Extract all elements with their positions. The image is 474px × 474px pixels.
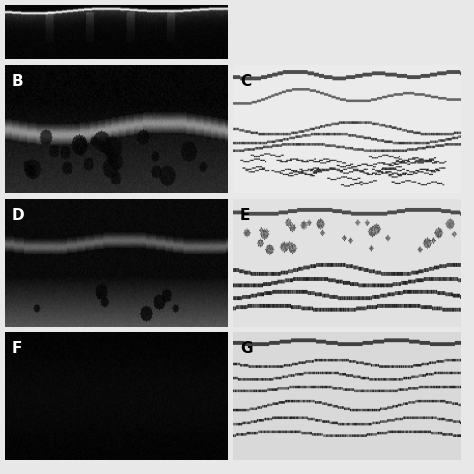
- Text: E: E: [240, 208, 250, 223]
- Text: B: B: [11, 74, 23, 89]
- Text: G: G: [240, 341, 253, 356]
- Text: F: F: [11, 341, 22, 356]
- Text: C: C: [240, 74, 251, 89]
- Text: D: D: [11, 208, 24, 223]
